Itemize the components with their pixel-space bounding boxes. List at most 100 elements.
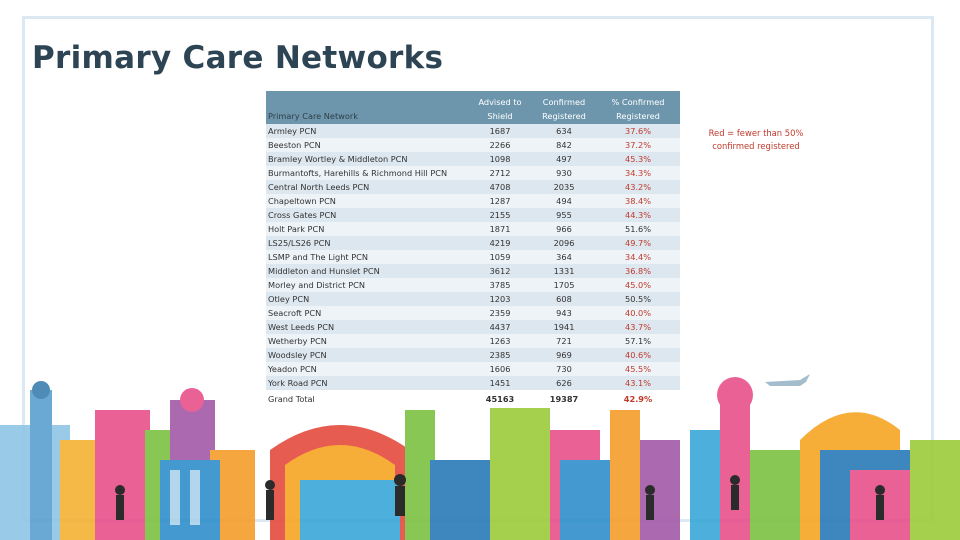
- cell-network-name: Grand Total: [266, 390, 468, 408]
- cell-network-name: Central North Leeds PCN: [266, 180, 468, 194]
- cell-pct-confirmed: 45.3%: [596, 152, 680, 166]
- cell-advised-to-shield: 3612: [468, 264, 532, 278]
- cell-network-name: Morley and District PCN: [266, 278, 468, 292]
- cell-pct-confirmed: 50.5%: [596, 292, 680, 306]
- cell-confirmed-registered: 966: [532, 222, 596, 236]
- cell-confirmed-registered: 969: [532, 348, 596, 362]
- cell-confirmed-registered: 626: [532, 376, 596, 390]
- cell-pct-confirmed: 51.6%: [596, 222, 680, 236]
- skyline-left-buildings: [0, 381, 255, 540]
- table-row: Armley PCN 1687 634 37.6%: [266, 124, 680, 138]
- skyline-right-buildings: [690, 374, 960, 540]
- cell-pct-confirmed: 37.2%: [596, 138, 680, 152]
- cell-advised-to-shield: 1059: [468, 250, 532, 264]
- table-row: Cross Gates PCN 2155 955 44.3%: [266, 208, 680, 222]
- table-row: LS25/LS26 PCN 4219 2096 49.7%: [266, 236, 680, 250]
- cell-network-name: Holt Park PCN: [266, 222, 468, 236]
- cell-network-name: LSMP and The Light PCN: [266, 250, 468, 264]
- cell-confirmed-registered: 730: [532, 362, 596, 376]
- cell-confirmed-registered: 1941: [532, 320, 596, 334]
- cell-pct-confirmed: 40.0%: [596, 306, 680, 320]
- cell-network-name: Bramley Wortley & Middleton PCN: [266, 152, 468, 166]
- table-row: Woodsley PCN 2385 969 40.6%: [266, 348, 680, 362]
- table-row: Wetherby PCN 1263 721 57.1%: [266, 334, 680, 348]
- cell-advised-to-shield: 4437: [468, 320, 532, 334]
- cell-pct-confirmed: 38.4%: [596, 194, 680, 208]
- cell-pct-confirmed: 57.1%: [596, 334, 680, 348]
- table-row: Central North Leeds PCN 4708 2035 43.2%: [266, 180, 680, 194]
- cell-advised-to-shield: 1606: [468, 362, 532, 376]
- skyline-center-buildings: [270, 380, 680, 540]
- cell-pct-confirmed: 36.8%: [596, 264, 680, 278]
- table-header-row: Primary Care Network Advised to Shield C…: [266, 91, 680, 124]
- page-title: Primary Care Networks: [32, 40, 444, 76]
- header-pct-confirmed: % Confirmed Registered: [596, 91, 680, 124]
- cell-network-name: Burmantofts, Harehills & Richmond Hill P…: [266, 166, 468, 180]
- table-row: Morley and District PCN 3785 1705 45.0%: [266, 278, 680, 292]
- cell-pct-confirmed: 34.3%: [596, 166, 680, 180]
- table-row: Seacroft PCN 2359 943 40.0%: [266, 306, 680, 320]
- table-total-row: Grand Total 45163 19387 42.9%: [266, 390, 680, 408]
- cell-network-name: Woodsley PCN: [266, 348, 468, 362]
- cell-confirmed-registered: 955: [532, 208, 596, 222]
- cell-confirmed-registered: 497: [532, 152, 596, 166]
- cell-pct-confirmed: 34.4%: [596, 250, 680, 264]
- cell-network-name: Middleton and Hunslet PCN: [266, 264, 468, 278]
- cell-confirmed-registered: 19387: [532, 390, 596, 408]
- cell-confirmed-registered: 2096: [532, 236, 596, 250]
- header-confirmed-registered: Confirmed Registered: [532, 91, 596, 124]
- cell-pct-confirmed: 45.5%: [596, 362, 680, 376]
- cell-pct-confirmed: 37.6%: [596, 124, 680, 138]
- cell-advised-to-shield: 1203: [468, 292, 532, 306]
- cell-confirmed-registered: 943: [532, 306, 596, 320]
- cell-network-name: Armley PCN: [266, 124, 468, 138]
- cell-advised-to-shield: 2359: [468, 306, 532, 320]
- cell-confirmed-registered: 2035: [532, 180, 596, 194]
- table-row: Bramley Wortley & Middleton PCN 1098 497 45…: [266, 152, 680, 166]
- table-row: Middleton and Hunslet PCN 3612 1331 36.8%: [266, 264, 680, 278]
- cell-advised-to-shield: 4219: [468, 236, 532, 250]
- cell-advised-to-shield: 2266: [468, 138, 532, 152]
- cell-confirmed-registered: 1705: [532, 278, 596, 292]
- cell-network-name: York Road PCN: [266, 376, 468, 390]
- cell-pct-confirmed: 43.1%: [596, 376, 680, 390]
- cell-advised-to-shield: 1098: [468, 152, 532, 166]
- cell-confirmed-registered: 930: [532, 166, 596, 180]
- cell-pct-confirmed: 45.0%: [596, 278, 680, 292]
- cell-advised-to-shield: 3785: [468, 278, 532, 292]
- cell-network-name: Beeston PCN: [266, 138, 468, 152]
- header-advised-to-shield: Advised to Shield: [468, 91, 532, 124]
- city-skyline-illustration: [0, 374, 960, 540]
- cell-confirmed-registered: 634: [532, 124, 596, 138]
- cell-network-name: LS25/LS26 PCN: [266, 236, 468, 250]
- cell-network-name: Yeadon PCN: [266, 362, 468, 376]
- cell-confirmed-registered: 721: [532, 334, 596, 348]
- cell-advised-to-shield: 1871: [468, 222, 532, 236]
- cell-advised-to-shield: 1687: [468, 124, 532, 138]
- cell-advised-to-shield: 2385: [468, 348, 532, 362]
- cell-pct-confirmed: 49.7%: [596, 236, 680, 250]
- table-row: Beeston PCN 2266 842 37.2%: [266, 138, 680, 152]
- table-row: Burmantofts, Harehills & Richmond Hill P…: [266, 166, 680, 180]
- cell-confirmed-registered: 842: [532, 138, 596, 152]
- table-row: Holt Park PCN 1871 966 51.6%: [266, 222, 680, 236]
- cell-pct-confirmed: 40.6%: [596, 348, 680, 362]
- cell-confirmed-registered: 608: [532, 292, 596, 306]
- cell-advised-to-shield: 4708: [468, 180, 532, 194]
- cell-pct-confirmed: 43.2%: [596, 180, 680, 194]
- table-row: Chapeltown PCN 1287 494 38.4%: [266, 194, 680, 208]
- table-row: Yeadon PCN 1606 730 45.5%: [266, 362, 680, 376]
- cell-pct-confirmed: 42.9%: [596, 390, 680, 408]
- cell-advised-to-shield: 1451: [468, 376, 532, 390]
- table-row: York Road PCN 1451 626 43.1%: [266, 376, 680, 390]
- cell-advised-to-shield: 2712: [468, 166, 532, 180]
- cell-network-name: West Leeds PCN: [266, 320, 468, 334]
- legend-note: Red = fewer than 50% confirmed registere…: [708, 128, 804, 151]
- cell-network-name: Cross Gates PCN: [266, 208, 468, 222]
- cell-advised-to-shield: 1263: [468, 334, 532, 348]
- cell-confirmed-registered: 1331: [532, 264, 596, 278]
- cell-pct-confirmed: 44.3%: [596, 208, 680, 222]
- table-row: LSMP and The Light PCN 1059 364 34.4%: [266, 250, 680, 264]
- cell-confirmed-registered: 494: [532, 194, 596, 208]
- people-silhouettes: [115, 474, 885, 520]
